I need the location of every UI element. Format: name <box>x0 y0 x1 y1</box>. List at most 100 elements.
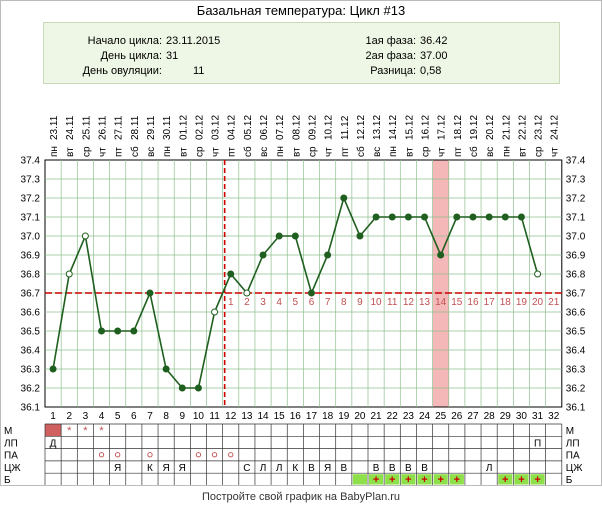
date-label: 03.12 <box>211 115 222 140</box>
date-label: 16.12 <box>421 115 432 140</box>
plus-mark: + <box>518 474 524 486</box>
green-cell <box>514 474 529 485</box>
post-ovulation-day-number: 4 <box>276 297 282 308</box>
cycle-day-label: 13 <box>241 411 253 422</box>
y-tick-right: 36.2 <box>566 384 586 395</box>
weekday-label: сб <box>468 146 480 157</box>
cycle-day-label: 7 <box>147 411 153 422</box>
weekday-label: сб <box>355 146 367 157</box>
weekday-label: вт <box>517 147 528 157</box>
date-label: 14.12 <box>388 115 399 140</box>
green-cell <box>352 474 367 485</box>
plus-mark: + <box>437 474 443 486</box>
circle-mark <box>115 452 121 458</box>
post-ovulation-day-number: 16 <box>467 297 479 308</box>
cycle-day-label: 6 <box>131 411 137 422</box>
y-tick-left: 37.2 <box>21 194 41 205</box>
cycle-day-label: 24 <box>419 411 431 422</box>
data-point <box>146 289 154 297</box>
date-label: 06.12 <box>259 115 270 140</box>
cycle-day-label: 14 <box>257 411 269 422</box>
cycle-day-label: 29 <box>500 411 512 422</box>
data-point <box>340 194 348 202</box>
footer-link[interactable]: Постройте свой график на BabyPlan.ru <box>201 491 401 503</box>
plus-mark: + <box>534 474 540 486</box>
data-point <box>49 365 57 373</box>
y-tick-right: 37.0 <box>566 232 586 243</box>
weekday-label: чт <box>437 147 448 157</box>
date-label: 13.12 <box>372 115 383 140</box>
data-point <box>324 251 332 259</box>
weekday-label: ср <box>421 146 432 157</box>
date-label: 26.11 <box>98 115 109 140</box>
data-point <box>130 327 138 335</box>
post-ovulation-day-number: 21 <box>548 297 560 308</box>
green-cell <box>417 474 432 485</box>
y-tick-right: 36.1 <box>566 403 586 414</box>
row-label-left: М <box>4 426 12 437</box>
cycle-day-label: 30 <box>516 411 528 422</box>
post-ovulation-day-number: 18 <box>500 297 512 308</box>
date-label: 11.12 <box>340 115 351 140</box>
weekday-label: чт <box>550 147 561 157</box>
diff-value: 0,58 <box>420 65 442 77</box>
data-point <box>356 232 364 240</box>
cycle-day-label: 2 <box>66 411 72 422</box>
green-cell <box>369 474 384 485</box>
date-label: 09.12 <box>307 115 318 140</box>
cycle-day-label: 27 <box>467 411 479 422</box>
row-cell-text: К <box>292 463 298 474</box>
y-tick-left: 36.9 <box>21 251 41 262</box>
y-tick-right: 36.9 <box>566 251 586 262</box>
cycle-day-label: 28 <box>484 411 496 422</box>
green-cell <box>530 474 545 485</box>
phase2-label: 2ая фаза: <box>365 50 416 62</box>
row-label-left: ЦЖ <box>4 463 21 474</box>
cycle-day-label: 26 <box>451 411 463 422</box>
weekday-label: пт <box>340 147 351 157</box>
row-cell-text: С <box>243 463 250 474</box>
cycle-day-label: 9 <box>179 411 185 422</box>
cycle-day-label: 16 <box>290 411 302 422</box>
weekday-label: пн <box>275 146 286 157</box>
row-cell-text: В <box>389 463 396 474</box>
y-tick-right: 36.8 <box>566 270 586 281</box>
cycle-day-label: 25 <box>435 411 447 422</box>
y-tick-right: 36.3 <box>566 365 586 376</box>
cycle-day-label: 19 <box>338 411 350 422</box>
date-label: 17.12 <box>437 115 448 140</box>
row-cell-text: П <box>534 438 541 449</box>
highlight-column <box>432 160 449 407</box>
row-cell-text: Я <box>163 463 170 474</box>
weekday-label: пт <box>453 147 464 157</box>
circle-mark <box>195 452 202 458</box>
y-tick-left: 36.1 <box>21 403 41 414</box>
phase1-label: 1ая фаза: <box>365 35 416 47</box>
weekday-label: пн <box>162 146 173 157</box>
y-tick-right: 37.3 <box>566 175 586 186</box>
cycle-start-value: 23.11.2015 <box>166 35 221 47</box>
date-label: 10.12 <box>324 115 335 140</box>
weekday-label: ср <box>194 146 205 157</box>
y-tick-right: 37.2 <box>566 194 586 205</box>
data-point <box>227 270 235 278</box>
cycle-day-label: 4 <box>99 411 105 422</box>
chart-title: Базальная температура: Цикл #13 <box>196 3 406 18</box>
plus-mark: + <box>373 474 379 486</box>
weekday-label: вт <box>65 147 76 157</box>
data-point <box>437 251 445 259</box>
row-cell-text: К <box>147 463 153 474</box>
date-label: 24.12 <box>550 115 561 140</box>
data-point <box>517 213 525 221</box>
star-mark: * <box>99 425 104 437</box>
weekday-label: ср <box>534 146 545 157</box>
weekday-label: чт <box>98 147 109 157</box>
weekday-label: пн <box>388 146 399 157</box>
y-tick-left: 37.3 <box>21 175 41 186</box>
date-label: 21.12 <box>501 115 512 140</box>
weekday-label: пн <box>501 146 512 157</box>
date-label: 05.12 <box>243 115 254 140</box>
date-label: 28.11 <box>130 115 141 140</box>
